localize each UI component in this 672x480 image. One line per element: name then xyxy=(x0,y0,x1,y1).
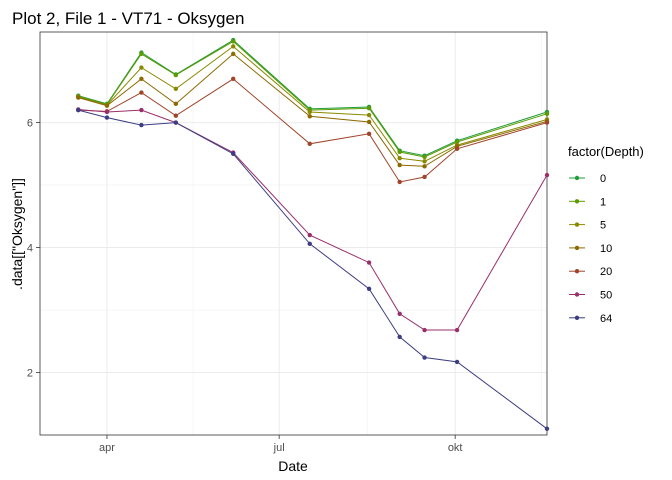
grid xyxy=(40,32,547,435)
data-point xyxy=(397,149,402,155)
data-point xyxy=(139,90,144,95)
series-64 xyxy=(76,107,550,431)
data-point xyxy=(366,260,372,265)
data-point xyxy=(366,119,372,125)
legend-key-point xyxy=(574,245,580,251)
data-point xyxy=(454,139,460,145)
legend-item: 0 xyxy=(569,173,606,185)
x-tick-label: okt xyxy=(448,442,463,454)
series-layer xyxy=(76,37,550,431)
legend-item: 1 xyxy=(569,196,606,208)
legend-item: 10 xyxy=(569,243,612,255)
series-20 xyxy=(76,76,550,185)
data-point xyxy=(422,154,427,160)
data-point xyxy=(173,86,179,92)
legend-item: 20 xyxy=(569,266,612,278)
legend-key-point xyxy=(574,315,580,320)
data-point xyxy=(173,113,179,118)
legend-label: 10 xyxy=(600,243,612,255)
series-5 xyxy=(76,44,550,164)
data-point xyxy=(366,112,372,118)
legend-key-point xyxy=(574,175,580,181)
data-point xyxy=(422,174,427,180)
series-line xyxy=(78,45,548,162)
legend-key-point xyxy=(574,199,580,204)
data-point xyxy=(422,355,427,360)
legend-label: 50 xyxy=(600,290,612,302)
data-point xyxy=(173,72,179,78)
data-point xyxy=(544,111,550,117)
data-point xyxy=(366,286,372,291)
legend-item: 5 xyxy=(569,220,606,232)
legend-item: 64 xyxy=(569,313,612,325)
legend: 0 1 5 10 20 50 64 xyxy=(569,173,612,325)
series-10 xyxy=(76,51,550,169)
x-axis-title: Date xyxy=(278,458,308,474)
chart-title: Plot 2, File 1 - VT71 - Oksygen xyxy=(12,9,244,28)
data-point xyxy=(76,95,81,100)
data-point xyxy=(454,146,460,152)
data-point xyxy=(544,120,550,125)
data-point xyxy=(544,172,550,178)
data-point xyxy=(422,159,427,164)
series-line xyxy=(78,109,548,430)
data-point xyxy=(422,327,427,333)
data-point xyxy=(397,179,402,185)
data-point xyxy=(307,141,312,147)
data-point xyxy=(454,359,460,365)
data-point xyxy=(307,241,312,247)
data-point xyxy=(307,109,312,115)
data-point xyxy=(397,311,402,316)
data-point xyxy=(366,131,372,137)
data-point xyxy=(231,39,236,44)
data-point xyxy=(139,107,144,113)
series-line xyxy=(78,78,548,183)
data-point xyxy=(422,164,427,169)
data-point xyxy=(139,65,144,70)
legend-label: 64 xyxy=(600,313,612,325)
series-1 xyxy=(76,39,550,160)
data-point xyxy=(231,51,236,57)
y-tick-label: 2 xyxy=(27,368,33,380)
data-point xyxy=(454,327,460,333)
data-point xyxy=(231,44,236,49)
legend-key-point xyxy=(574,292,580,297)
legend-key-point xyxy=(574,222,580,227)
data-point xyxy=(366,106,372,111)
legend-title: factor(Depth) xyxy=(568,144,644,159)
series-50 xyxy=(76,107,550,333)
legend-key-point xyxy=(574,269,580,274)
y-tick-label: 4 xyxy=(27,243,33,255)
panel-border xyxy=(39,31,548,436)
legend-label: 5 xyxy=(600,220,606,232)
data-point xyxy=(173,101,179,107)
data-point xyxy=(231,151,236,157)
legend-label: 0 xyxy=(600,173,606,185)
data-point xyxy=(76,107,81,113)
data-point xyxy=(544,426,550,431)
data-point xyxy=(104,103,110,108)
data-point xyxy=(231,76,236,82)
legend-item: 50 xyxy=(569,290,612,302)
legend-label: 1 xyxy=(600,196,606,208)
data-point xyxy=(397,162,402,168)
data-point xyxy=(173,120,179,125)
data-point xyxy=(104,109,110,115)
y-axis-title: .data[["Oksygen"]] xyxy=(9,178,25,290)
x-tick-label: jul xyxy=(273,442,285,454)
legend-label: 20 xyxy=(600,266,612,278)
data-point xyxy=(307,232,312,238)
data-point xyxy=(139,122,144,128)
data-point xyxy=(307,114,312,119)
data-point xyxy=(139,51,144,57)
data-point xyxy=(397,334,402,340)
data-point xyxy=(104,115,110,120)
axis-ticks: 2 4 6 apr jul okt xyxy=(27,118,463,454)
data-point xyxy=(139,76,144,82)
y-tick-label: 6 xyxy=(27,118,33,130)
x-tick-label: apr xyxy=(99,442,115,454)
data-point xyxy=(397,156,402,161)
